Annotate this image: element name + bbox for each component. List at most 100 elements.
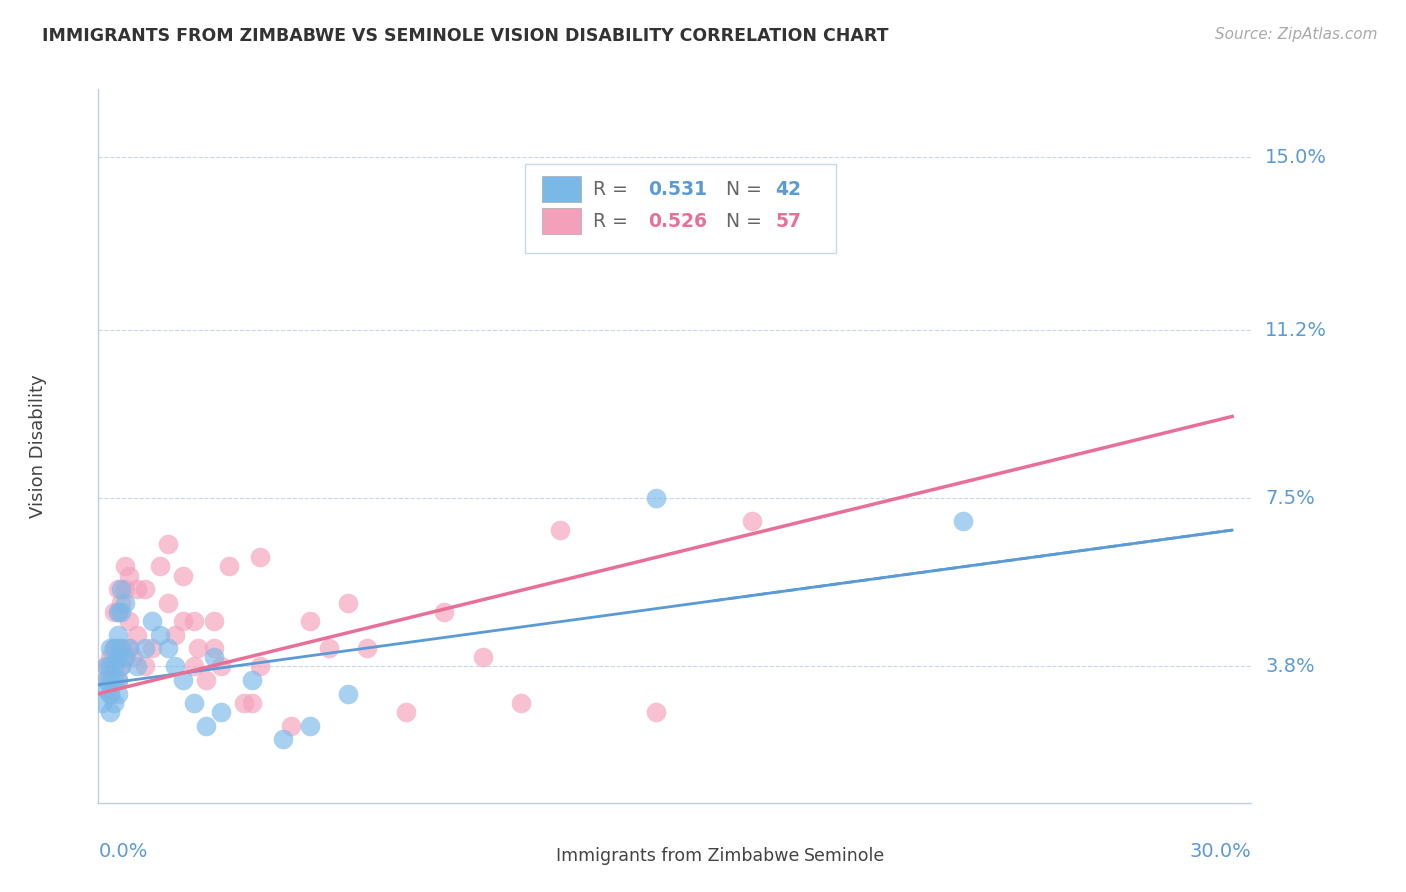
Point bbox=[202, 614, 225, 628]
Point bbox=[183, 659, 205, 673]
Point bbox=[218, 559, 240, 574]
FancyBboxPatch shape bbox=[543, 177, 582, 202]
Point bbox=[141, 641, 163, 656]
Point bbox=[94, 673, 117, 687]
Text: 15.0%: 15.0% bbox=[1265, 148, 1327, 167]
Point bbox=[356, 641, 378, 656]
FancyBboxPatch shape bbox=[543, 209, 582, 234]
Point bbox=[183, 696, 205, 710]
Text: Source: ZipAtlas.com: Source: ZipAtlas.com bbox=[1215, 27, 1378, 42]
Point bbox=[110, 582, 132, 597]
Point bbox=[98, 659, 121, 673]
Point bbox=[510, 696, 533, 710]
Point bbox=[952, 514, 974, 528]
Point bbox=[240, 673, 263, 687]
Point bbox=[298, 614, 321, 628]
Point bbox=[98, 641, 121, 656]
Point bbox=[233, 696, 256, 710]
Point bbox=[107, 627, 129, 641]
Point bbox=[280, 718, 302, 732]
Point bbox=[395, 705, 418, 719]
Point bbox=[114, 650, 136, 665]
Point bbox=[172, 673, 194, 687]
Point bbox=[110, 641, 132, 656]
FancyBboxPatch shape bbox=[524, 164, 837, 253]
Text: 7.5%: 7.5% bbox=[1265, 489, 1315, 508]
Point bbox=[337, 596, 360, 610]
Point bbox=[91, 696, 114, 710]
Point bbox=[107, 673, 129, 687]
Text: N =: N = bbox=[714, 179, 768, 199]
Text: 3.8%: 3.8% bbox=[1265, 657, 1315, 676]
Point bbox=[298, 718, 321, 732]
Point bbox=[149, 559, 172, 574]
Text: 0.526: 0.526 bbox=[648, 211, 707, 231]
Text: N =: N = bbox=[714, 211, 768, 231]
Point bbox=[114, 559, 136, 574]
Point bbox=[110, 659, 132, 673]
Point bbox=[165, 627, 187, 641]
Point bbox=[110, 641, 132, 656]
Point bbox=[548, 523, 571, 537]
Point bbox=[110, 659, 132, 673]
Point bbox=[98, 673, 121, 687]
Point bbox=[471, 650, 494, 665]
Point bbox=[107, 687, 129, 701]
Point bbox=[125, 659, 148, 673]
Point bbox=[103, 605, 125, 619]
Point bbox=[107, 605, 129, 619]
Text: R =: R = bbox=[593, 179, 640, 199]
Point bbox=[240, 696, 263, 710]
Point bbox=[779, 219, 801, 233]
FancyBboxPatch shape bbox=[512, 847, 544, 872]
Point bbox=[156, 537, 179, 551]
Point bbox=[118, 641, 141, 656]
Point bbox=[156, 641, 179, 656]
Text: 42: 42 bbox=[775, 179, 801, 199]
Point bbox=[94, 659, 117, 673]
Text: Seminole: Seminole bbox=[804, 847, 886, 865]
Point bbox=[118, 568, 141, 582]
Point bbox=[118, 614, 141, 628]
Point bbox=[165, 659, 187, 673]
Point bbox=[337, 687, 360, 701]
Point bbox=[110, 596, 132, 610]
FancyBboxPatch shape bbox=[759, 847, 793, 872]
Point bbox=[114, 596, 136, 610]
Point bbox=[98, 650, 121, 665]
Point bbox=[644, 491, 666, 506]
Point bbox=[110, 605, 132, 619]
Text: 57: 57 bbox=[775, 211, 801, 231]
Point bbox=[195, 673, 218, 687]
Text: R =: R = bbox=[593, 211, 640, 231]
Point bbox=[141, 614, 163, 628]
Point bbox=[433, 605, 456, 619]
Point bbox=[98, 687, 121, 701]
Point bbox=[249, 659, 271, 673]
Text: Immigrants from Zimbabwe: Immigrants from Zimbabwe bbox=[557, 847, 800, 865]
Point bbox=[134, 641, 156, 656]
Point bbox=[107, 673, 129, 687]
Text: 0.0%: 0.0% bbox=[98, 842, 148, 861]
Text: 11.2%: 11.2% bbox=[1265, 320, 1327, 340]
Point bbox=[644, 705, 666, 719]
Point bbox=[94, 673, 117, 687]
Point bbox=[271, 732, 294, 747]
Point bbox=[107, 605, 129, 619]
Point bbox=[114, 650, 136, 665]
Text: IMMIGRANTS FROM ZIMBABWE VS SEMINOLE VISION DISABILITY CORRELATION CHART: IMMIGRANTS FROM ZIMBABWE VS SEMINOLE VIS… bbox=[42, 27, 889, 45]
Point bbox=[122, 650, 145, 665]
Point bbox=[103, 696, 125, 710]
Point bbox=[94, 682, 117, 697]
Point bbox=[98, 687, 121, 701]
Point bbox=[172, 568, 194, 582]
Point bbox=[103, 659, 125, 673]
Point bbox=[94, 659, 117, 673]
Point bbox=[249, 550, 271, 565]
Point bbox=[125, 627, 148, 641]
Point bbox=[187, 641, 209, 656]
Point bbox=[107, 650, 129, 665]
Point bbox=[134, 659, 156, 673]
Point bbox=[202, 650, 225, 665]
Point bbox=[125, 582, 148, 597]
